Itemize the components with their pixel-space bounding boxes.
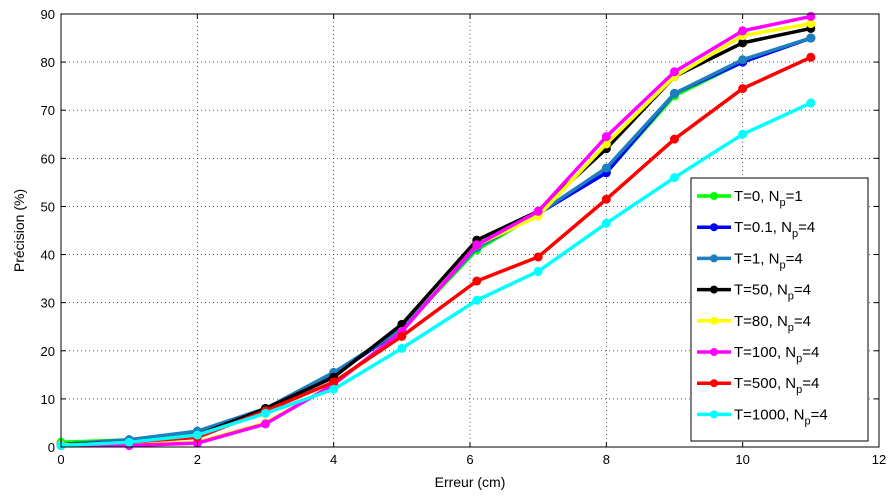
data-point (472, 295, 482, 305)
legend-swatch-marker (710, 192, 718, 200)
y-tick-label: 20 (41, 344, 55, 359)
legend-label: T=1, Np=4 (734, 250, 803, 271)
legend-entry: T=500, Np=4 (697, 375, 819, 396)
y-tick-label: 30 (41, 296, 55, 311)
legend-label: T=50, Np=4 (734, 282, 811, 303)
legend-swatch-marker (710, 379, 718, 388)
legend-entry: T=1000, Np=4 (697, 406, 828, 427)
legend-label: T=500, Np=4 (734, 375, 819, 396)
x-tick-label: 4 (330, 452, 337, 467)
x-tick-label: 10 (735, 452, 749, 467)
data-point (738, 84, 748, 94)
data-point (601, 194, 611, 204)
series-line (61, 14, 812, 448)
data-point (261, 419, 270, 429)
y-tick-label: 10 (41, 392, 55, 407)
data-point (806, 52, 816, 62)
data-point (533, 206, 543, 216)
y-axis-label: Précision (%) (11, 189, 27, 272)
legend-entry: T=80, Np=4 (697, 313, 811, 334)
data-point (670, 173, 679, 183)
legend-swatch-marker (710, 316, 718, 325)
legend-swatch-marker (710, 348, 718, 356)
data-point (261, 408, 270, 418)
x-tick-label: 0 (57, 452, 64, 467)
data-point (329, 384, 339, 394)
legend: T=0, Np=1 T=0.1, Np=4 T=1, Np=4 T=50, Np=4 T… (690, 177, 869, 442)
legend-entry: T=0, Np=1 (697, 188, 803, 209)
series-line (60, 101, 812, 448)
y-tick-label: 90 (41, 7, 55, 22)
data-point (806, 98, 816, 108)
x-tick-label: 8 (603, 452, 610, 467)
legend-label: T=0.1, Np=4 (734, 219, 815, 240)
y-tick-label: 50 (41, 199, 55, 214)
data-point (601, 163, 611, 173)
data-point (192, 430, 202, 440)
data-point (124, 437, 134, 447)
legend-label: T=100, Np=4 (734, 344, 819, 365)
legend-swatch-marker (710, 223, 718, 232)
y-tick-label: 0 (48, 440, 55, 455)
data-point (670, 88, 679, 98)
legend-swatch-marker (710, 285, 718, 294)
legend-swatch-marker (710, 254, 718, 263)
y-tick-label: 60 (41, 151, 55, 166)
data-point (472, 276, 482, 286)
data-point (533, 266, 543, 276)
legend-swatch-marker (710, 410, 718, 419)
y-tick-label: 70 (41, 103, 55, 118)
data-point (397, 331, 407, 341)
x-tick-label: 6 (466, 452, 473, 467)
series-line (60, 55, 812, 448)
legend-entry: T=100, Np=4 (697, 344, 819, 365)
data-point (397, 343, 407, 353)
legend-entry: T=1, Np=4 (697, 250, 803, 271)
legend-label: T=1000, Np=4 (734, 406, 828, 427)
series-lines (56, 11, 816, 451)
data-point (601, 132, 611, 142)
data-point (806, 33, 816, 43)
y-tick-label: 80 (41, 55, 55, 70)
x-tick-label: 2 (194, 452, 201, 467)
x-axis-label: Erreur (cm) (435, 474, 506, 490)
data-point (738, 26, 748, 36)
data-point (670, 67, 679, 77)
x-tick-label: 12 (872, 452, 886, 467)
legend-label: T=80, Np=4 (734, 313, 811, 334)
legend-label: T=0, Np=1 (734, 188, 803, 209)
data-point (472, 240, 482, 250)
legend-entry: T=50, Np=4 (697, 282, 811, 303)
data-point (738, 129, 748, 139)
data-point (738, 55, 748, 65)
data-point (533, 252, 543, 262)
y-tick-label: 40 (41, 248, 55, 263)
data-point (601, 218, 611, 228)
legend-box (690, 177, 869, 442)
legend-entry: T=0.1, Np=4 (697, 219, 815, 240)
axis-ticks: 0 2 4 6 8 10 12 0 10 20 30 40 50 60 70 80 90 (41, 7, 887, 467)
data-point (670, 134, 679, 144)
